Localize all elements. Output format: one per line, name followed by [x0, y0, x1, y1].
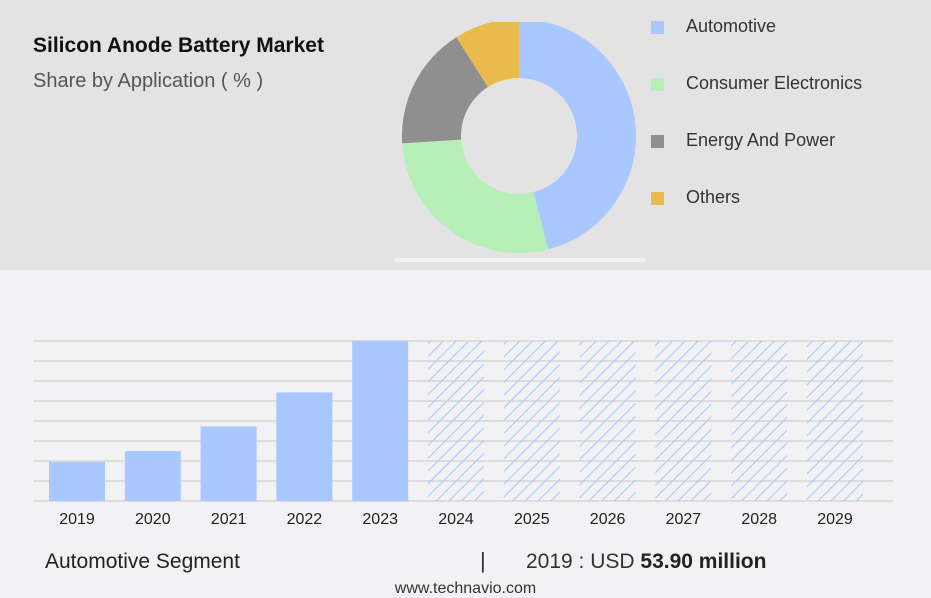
- source-credit: www.technavio.com: [394, 580, 537, 597]
- bar-2022: [276, 392, 333, 501]
- donut-chart: [395, 22, 645, 262]
- footer-separator: |: [480, 548, 486, 573]
- bar-2023: [352, 341, 409, 501]
- tick-label-2023: 2023: [362, 511, 398, 528]
- segment-stat: 2019 : USD 53.90 million: [526, 550, 766, 574]
- legend-item-consumer-electronics: Consumer Electronics: [651, 71, 862, 128]
- legend-swatch-energy-and-power: [651, 135, 664, 148]
- bar-2026: [579, 341, 636, 501]
- legend-label-energy-and-power: Energy And Power: [686, 130, 836, 150]
- tick-label-2029: 2029: [817, 511, 853, 528]
- legend-swatch-others: [651, 192, 664, 205]
- bar-2019: [49, 461, 105, 501]
- donut-edge-mask: [395, 258, 645, 262]
- segment-stat-prefix: 2019 : USD: [526, 550, 635, 573]
- donut-slice-others: [456, 22, 519, 88]
- legend-item-energy-and-power: Energy And Power: [651, 128, 862, 185]
- legend-swatch-consumer-electronics: [651, 78, 664, 91]
- donut-slice-consumer-electronics: [402, 139, 549, 254]
- segment-stat-value: 53.90 million: [640, 550, 767, 573]
- bar-2025: [503, 341, 560, 501]
- bar-2021: [200, 426, 257, 501]
- legend-swatch-automotive: [651, 21, 664, 34]
- donut-slice-energy-and-power: [402, 37, 488, 144]
- chart-subtitle: Share by Application ( % ): [33, 70, 264, 92]
- legend-item-others: Others: [651, 185, 862, 242]
- tick-label-2020: 2020: [135, 511, 171, 528]
- bar-2029: [807, 341, 863, 501]
- donut-slice-automotive: [519, 22, 636, 250]
- tick-label-2022: 2022: [287, 511, 323, 528]
- legend-label-consumer-electronics: Consumer Electronics: [686, 73, 863, 93]
- legend-item-automotive: Automotive: [651, 14, 862, 71]
- segment-label: Automotive Segment: [45, 550, 240, 573]
- legend-label-automotive: Automotive: [686, 16, 777, 36]
- tick-label-2026: 2026: [590, 511, 626, 528]
- bar-2027: [655, 341, 712, 501]
- bar-2024: [428, 341, 484, 501]
- tick-label-2027: 2027: [666, 511, 702, 528]
- tick-label-2024: 2024: [438, 511, 474, 528]
- tick-label-2021: 2021: [211, 511, 247, 528]
- bar-2028: [731, 341, 788, 501]
- tick-label-2019: 2019: [59, 511, 95, 528]
- bar-2020: [124, 451, 181, 501]
- chart-title: Silicon Anode Battery Market: [33, 34, 324, 57]
- legend-label-others: Others: [686, 187, 741, 207]
- legend: Automotive Consumer Electronics Energy A…: [651, 14, 862, 242]
- tick-label-2028: 2028: [741, 511, 777, 528]
- bar-chart: 2019 2020 2021 2022 2023 2024 2025 2026 2027 2028…: [33, 340, 893, 528]
- tick-label-2025: 2025: [514, 511, 550, 528]
